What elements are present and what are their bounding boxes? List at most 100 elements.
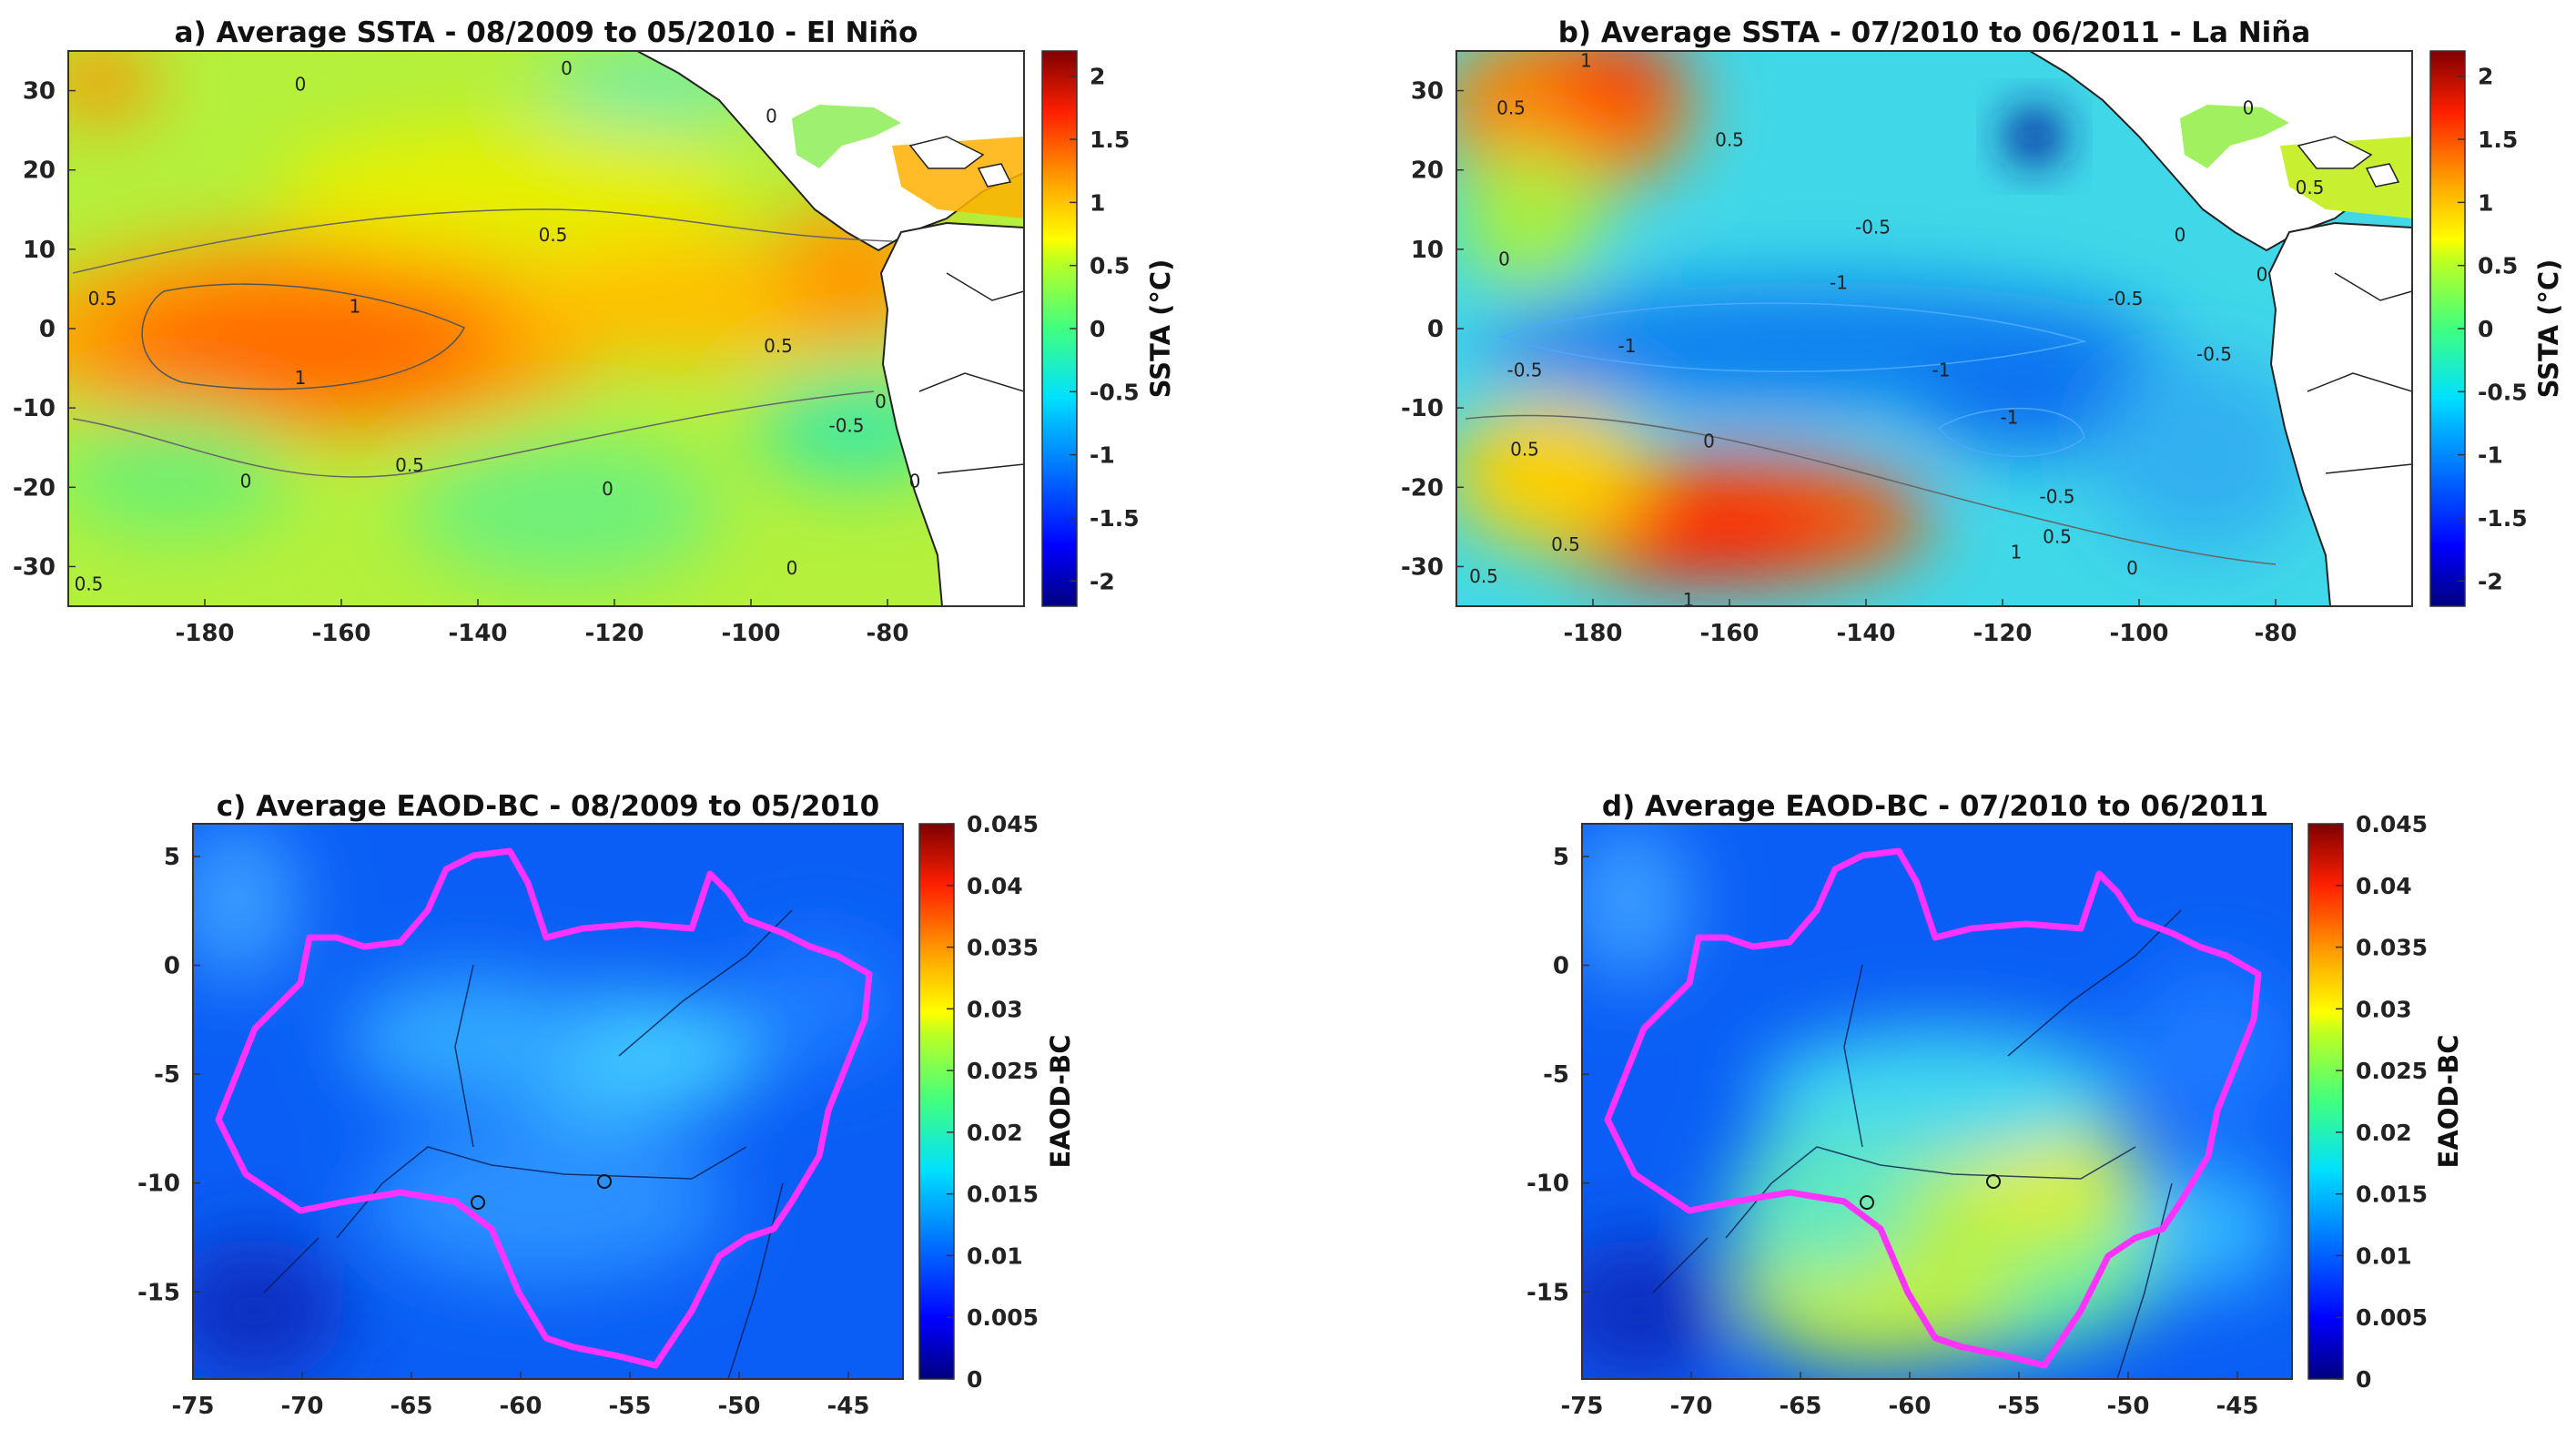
station-marker	[597, 1174, 612, 1189]
contour-label: 0	[2243, 97, 2255, 119]
contour-line	[1937, 407, 2085, 458]
panel-a-colorbar-label: SSTA (°C)	[1145, 259, 1176, 399]
y-tick-label: 0	[39, 316, 56, 343]
panel-b-map: 1 0.5 0.5 -0.5 0 -1 -0.5 -1 -0.5 -1 -1 0 0.5 -0.5 0.5 1…	[1456, 49, 2412, 611]
panel-b-anomaly-field	[1456, 51, 2394, 583]
x-tick-label: -55	[609, 1393, 652, 1420]
x-tick-label: -70	[281, 1393, 324, 1420]
south-america-land	[879, 221, 1024, 606]
x-tick-label: -140	[448, 620, 507, 647]
contour-label: -0.5	[1855, 216, 1891, 238]
station-marker	[1860, 1195, 1874, 1210]
panel-b-x-ticks: -180 -160 -140 -120 -100 -80	[1563, 599, 2297, 647]
panel-a-colorbar-ticks: 2 1.5 1 0.5 0 -0.5 -1 -1.5 -2	[1070, 64, 1140, 594]
contour-label: 0	[602, 478, 614, 500]
panel-c: c) Average EAOD-BC - 08/2009 to 05/2010 …	[137, 790, 1076, 1420]
station-marker	[1986, 1174, 2001, 1189]
contour-label: 1	[1580, 49, 1592, 71]
contour-label: -1	[1618, 335, 1637, 357]
y-tick-label: 5	[1553, 844, 1569, 871]
y-tick-label: -5	[1543, 1061, 1569, 1089]
colorbar-tick-label: 0.04	[967, 873, 1023, 899]
panel-a-map: 0 0 0.5 0.5 1 1 0.5 0 -0.5 0.5 0 0 0 0 0.5 0	[68, 51, 1024, 606]
y-tick-label: -20	[13, 474, 56, 502]
contour-label: -1	[1830, 271, 1848, 293]
panel-a-y-ticks: 30 20 10 0 -10 -20 -30	[13, 78, 76, 581]
colorbar-tick-label: 0	[967, 1366, 982, 1393]
colorbar-tick-label: -0.5	[2478, 379, 2528, 405]
panel-c-frame	[192, 823, 904, 1380]
y-tick-label: 30	[23, 78, 56, 106]
colorbar-tick-label: -2	[2478, 568, 2503, 594]
panel-b-colorbar-label: SSTA (°C)	[2533, 259, 2564, 399]
colorbar-tick-label: 1.5	[1090, 127, 1130, 153]
colorbar-tick-label: 1	[1090, 189, 1105, 216]
x-tick-label: -100	[721, 620, 780, 647]
x-tick-label: -60	[500, 1393, 543, 1420]
y-tick-label: 10	[23, 237, 56, 264]
colorbar-tick-label: 0.01	[967, 1242, 1023, 1269]
y-tick-label: -30	[13, 553, 56, 581]
south-america-land	[2267, 221, 2412, 606]
contour-label: 0.5	[1496, 97, 1526, 119]
y-tick-label: -15	[1526, 1279, 1569, 1306]
x-tick-label: -80	[867, 620, 909, 647]
x-tick-label: -140	[1836, 620, 1895, 647]
gulf-of-mexico	[792, 105, 901, 168]
contour-label: 1	[2011, 542, 2023, 563]
colorbar-tick-label: -1.5	[1090, 505, 1140, 532]
contour-label: 0	[786, 557, 798, 579]
contour-label: 0.5	[1510, 438, 1539, 460]
contour-label: 0	[240, 470, 252, 492]
panel-b-title: b) Average SSTA - 07/2010 to 06/2011 - L…	[1558, 16, 2311, 49]
contour-line	[1465, 414, 2277, 565]
panel-c-colorbar-ticks: 0.045 0.04 0.035 0.03 0.025 0.02 0.015 0.01 0.00…	[947, 811, 1039, 1393]
panel-a-x-ticks: -180 -160 -140 -120 -100 -80	[175, 599, 908, 647]
state-borders	[263, 909, 793, 1379]
x-tick-label: -75	[172, 1393, 215, 1420]
colorbar-tick-label: -1.5	[2478, 505, 2528, 532]
colorbar-tick-label: 0.03	[967, 996, 1023, 1022]
state-borders	[1652, 909, 2182, 1379]
contour-label: 0	[561, 57, 573, 79]
panel-c-x-ticks: -75 -70 -65 -60 -55 -50 -45	[172, 1372, 870, 1420]
gulf-of-mexico	[2180, 105, 2289, 168]
colorbar-tick-label: 0.045	[967, 811, 1039, 837]
panel-d-colorbar-label: EAOD-BC	[2433, 1035, 2464, 1169]
colorbar-tick-label: 0.015	[2356, 1181, 2428, 1208]
panel-c-map	[193, 824, 903, 1379]
colorbar-tick-label: -1	[2478, 442, 2503, 469]
x-tick-label: -65	[1780, 1393, 1822, 1420]
colorbar-tick-label: 0.045	[2356, 811, 2428, 837]
contour-label: 1	[295, 367, 307, 389]
x-tick-label: -80	[2255, 620, 2297, 647]
contour-label: 0.5	[1469, 565, 1498, 587]
panel-c-y-ticks: 5 0 -5 -10 -15	[137, 844, 200, 1306]
y-tick-label: -20	[1401, 474, 1444, 502]
x-tick-label: -50	[2107, 1393, 2150, 1420]
x-tick-label: -120	[584, 620, 644, 647]
panel-d-title: d) Average EAOD-BC - 07/2010 to 06/2011	[1602, 790, 2268, 823]
contour-line	[1499, 302, 2087, 372]
colorbar-tick-label: 0.04	[2356, 873, 2412, 899]
contour-label: 0.5	[1715, 129, 1744, 151]
contour-label: -1	[1932, 359, 1951, 380]
x-tick-label: -75	[1561, 1393, 1604, 1420]
caribbean-islands	[908, 136, 1012, 188]
colorbar-tick-label: 0.005	[967, 1304, 1039, 1331]
contour-label: 0.5	[75, 573, 104, 595]
contour-label: 0.5	[88, 288, 117, 309]
panel-c-colorbar-label: EAOD-BC	[1045, 1035, 1076, 1169]
y-tick-label: 20	[23, 157, 56, 185]
contour-label: -1	[2001, 407, 2019, 429]
contour-label: 0.5	[764, 335, 793, 357]
contour-label: 1	[1683, 589, 1695, 611]
contour-label: 1	[350, 296, 361, 318]
legal-amazon-boundary	[1604, 847, 2262, 1369]
x-tick-label: -180	[1563, 620, 1622, 647]
cold-anomaly-spot	[2005, 107, 2064, 166]
colorbar-tick-label: -2	[1090, 568, 1115, 594]
y-tick-label: 30	[1411, 78, 1444, 106]
x-tick-label: -45	[827, 1393, 870, 1420]
contour-label: 0	[909, 470, 921, 492]
